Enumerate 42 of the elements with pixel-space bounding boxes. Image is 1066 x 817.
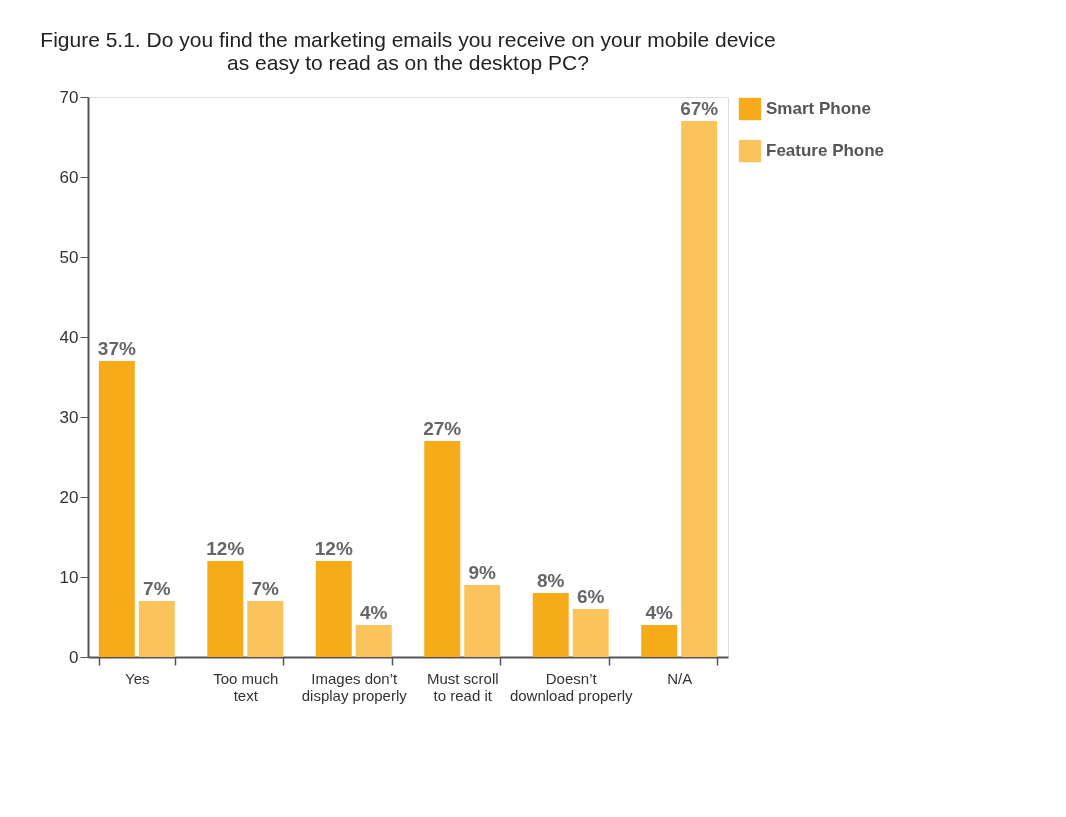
y-tick-label: 30 bbox=[59, 407, 79, 427]
data-label: 37% bbox=[97, 338, 136, 359]
y-tick-label: 50 bbox=[59, 247, 79, 267]
bar bbox=[315, 561, 352, 657]
bar bbox=[247, 601, 284, 657]
data-label: 27% bbox=[423, 418, 462, 439]
data-label: 12% bbox=[314, 538, 353, 559]
bar bbox=[424, 441, 461, 657]
data-label: 4% bbox=[645, 602, 674, 623]
data-label: 7% bbox=[251, 578, 280, 599]
x-tick-label: Doesn’t download properly bbox=[509, 669, 633, 704]
text: as easy to read as on the desktop PC? bbox=[227, 51, 589, 74]
data-label: 67% bbox=[680, 98, 719, 119]
bar bbox=[138, 601, 175, 657]
data-label: 6% bbox=[576, 586, 605, 607]
y-tick-label: 20 bbox=[59, 487, 79, 507]
bar bbox=[681, 121, 718, 657]
data-label: 12% bbox=[206, 538, 245, 559]
bar bbox=[641, 625, 678, 657]
bar bbox=[207, 561, 244, 657]
x-tick-label: Must scroll to read it bbox=[426, 669, 499, 704]
bar bbox=[355, 625, 392, 657]
data-label: 7% bbox=[143, 578, 171, 599]
y-tick-label: 60 bbox=[59, 167, 79, 187]
x-tick-label: N/A bbox=[667, 669, 693, 687]
legend-label: Smart Phone bbox=[766, 99, 871, 118]
x-tick-label: Images don’t display properly bbox=[301, 669, 408, 704]
legend-label: Feature Phone bbox=[766, 141, 885, 160]
y-tick-label: 40 bbox=[59, 327, 79, 347]
text: Figure 5.1. Do you find the marketing emails you receive on your mobile device bbox=[40, 28, 776, 51]
bar bbox=[532, 593, 569, 657]
bar bbox=[572, 609, 609, 657]
data-label: 8% bbox=[537, 570, 565, 591]
x-tick-label: Too much text bbox=[213, 669, 279, 704]
y-tick-label: 10 bbox=[59, 567, 79, 587]
data-label: 4% bbox=[360, 602, 388, 623]
x-tick-label: Yes bbox=[125, 669, 150, 687]
data-label: 9% bbox=[468, 562, 497, 583]
y-tick-label: 70 bbox=[59, 87, 79, 107]
bar bbox=[98, 361, 135, 657]
bar bbox=[464, 585, 501, 657]
y-tick-label: 0 bbox=[69, 647, 79, 667]
